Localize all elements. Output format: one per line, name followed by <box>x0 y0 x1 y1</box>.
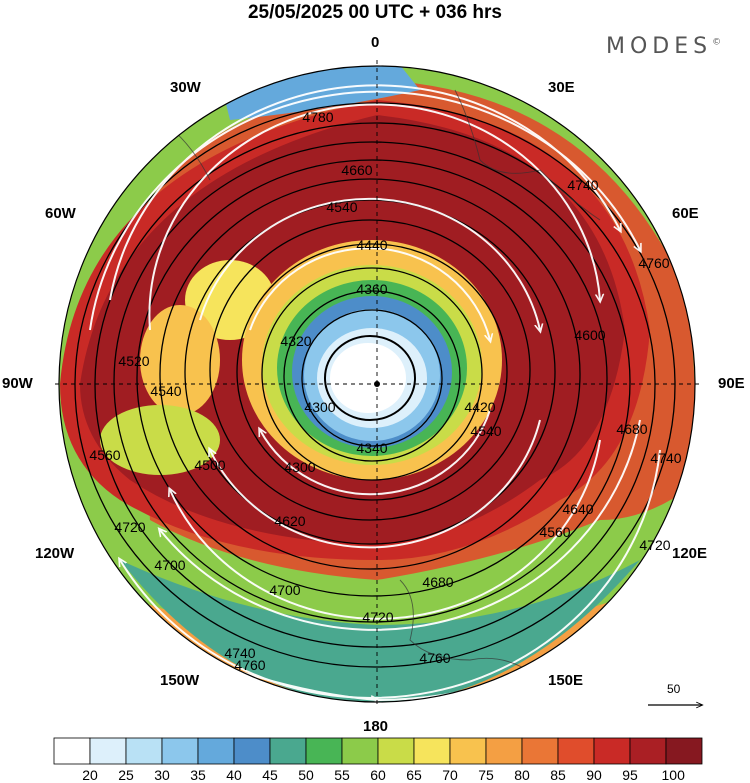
contour-label: 4420 <box>464 399 495 415</box>
contour-label: 4780 <box>302 109 333 125</box>
colorbar-swatch <box>341 737 379 765</box>
contour-label: 4540 <box>150 383 181 399</box>
colorbar-swatch <box>269 737 307 765</box>
lon-label-60w: 60W <box>45 205 76 222</box>
contour-label: 4760 <box>638 255 669 271</box>
contour-label: 4660 <box>341 162 372 178</box>
contour-labels: 4780 4660 4740 4540 4760 4440 4360 4320 4300 4300… <box>89 109 681 673</box>
contour-label: 4540 <box>326 199 357 215</box>
colorbar-tick-label: 55 <box>334 767 350 783</box>
contour-label: 4760 <box>234 657 265 673</box>
lon-label-0: 0 <box>371 34 380 51</box>
colorbar-swatch <box>305 737 343 765</box>
lon-label-150w: 150W <box>160 672 200 689</box>
contour-label: 4720 <box>639 537 670 553</box>
colorbar-swatch <box>161 737 199 765</box>
lon-label-30w: 30W <box>170 79 201 96</box>
lon-label-90w: 90W <box>2 375 33 392</box>
logo-mark: © <box>712 37 722 48</box>
map-disc <box>59 66 695 702</box>
colorbar-swatch <box>521 737 559 765</box>
contour-label: 4560 <box>89 447 120 463</box>
colorbar-tick-label: 25 <box>118 767 134 783</box>
lon-label-150e: 150E <box>548 672 584 689</box>
contour-label: 4340 <box>356 440 387 456</box>
contour-label: 4720 <box>362 609 393 625</box>
colorbar-swatch <box>485 737 523 765</box>
colorbar-tick-label: 90 <box>586 767 602 783</box>
colorbar-tick-label: 65 <box>406 767 422 783</box>
modes-logo: MODES© <box>606 34 721 59</box>
lon-label-30e: 30E <box>548 79 575 96</box>
contour-label: 4560 <box>539 524 570 540</box>
colorbar-swatch <box>125 737 163 765</box>
contour-label: 4300 <box>304 399 335 415</box>
contour-label: 4620 <box>274 513 305 529</box>
colorbar-tick-label: 20 <box>82 767 98 783</box>
green-patch <box>100 405 220 475</box>
contour-label: 4540 <box>470 423 501 439</box>
colorbar-swatch <box>593 737 631 765</box>
colorbar-tick-label: 40 <box>226 767 242 783</box>
colorbar-swatch <box>89 737 127 765</box>
colorbar-tick-label: 45 <box>262 767 278 783</box>
reference-vector-label: 50 <box>667 682 681 696</box>
north-pole-marker <box>374 381 380 387</box>
lon-label-120w: 120W <box>35 545 75 562</box>
colorbar-tick-label: 75 <box>478 767 494 783</box>
colorbar-tick-label: 100 <box>661 767 685 783</box>
contour-label: 4500 <box>194 457 225 473</box>
contour-label: 4740 <box>650 450 681 466</box>
contour-label: 4300 <box>284 459 315 475</box>
contour-label: 4760 <box>419 650 450 666</box>
logo-text: MODES <box>606 34 713 59</box>
contour-label: 4740 <box>224 645 255 661</box>
lon-label-180: 180 <box>363 718 389 735</box>
colorbar-tick-label: 85 <box>550 767 566 783</box>
colorbar-tick-label: 30 <box>154 767 170 783</box>
contour-label: 4740 <box>567 177 598 193</box>
lon-label-120e: 120E <box>672 545 708 562</box>
contour-label: 4720 <box>114 519 145 535</box>
colorbar-tick-label: 80 <box>514 767 530 783</box>
contour-label: 4520 <box>118 353 149 369</box>
colorbar-swatch <box>629 737 667 765</box>
colorbar-tick-label: 35 <box>190 767 206 783</box>
contour-label: 4640 <box>562 501 593 517</box>
colorbar-swatch <box>557 737 595 765</box>
colorbar <box>53 737 703 765</box>
lon-label-90e: 90E <box>718 375 745 392</box>
colorbar-swatch <box>665 737 703 765</box>
map-title: 25/05/2025 00 UTC + 036 hrs <box>247 2 503 23</box>
colorbar-tick-label: 70 <box>442 767 458 783</box>
colorbar-swatch <box>377 737 415 765</box>
colorbar-tick-label: 95 <box>622 767 638 783</box>
lon-label-60e: 60E <box>672 205 699 222</box>
colorbar-tick-label: 60 <box>370 767 386 783</box>
contour-label: 4320 <box>280 333 311 349</box>
center-white <box>330 343 406 413</box>
contour-label: 4680 <box>616 421 647 437</box>
colorbar-swatch <box>233 737 271 765</box>
contour-label: 4600 <box>574 327 605 343</box>
contour-label: 4700 <box>269 582 300 598</box>
atlantic-blue-patch <box>210 66 420 120</box>
contour-label: 4360 <box>356 281 387 297</box>
contour-label: 4440 <box>356 237 387 253</box>
colorbar-swatch <box>53 737 91 765</box>
contour-label: 4680 <box>422 574 453 590</box>
colorbar-swatch <box>197 737 235 765</box>
contour-label: 4700 <box>154 557 185 573</box>
colorbar-swatch <box>449 737 487 765</box>
colorbar-tick-label: 50 <box>298 767 314 783</box>
colorbar-swatch <box>413 737 451 765</box>
